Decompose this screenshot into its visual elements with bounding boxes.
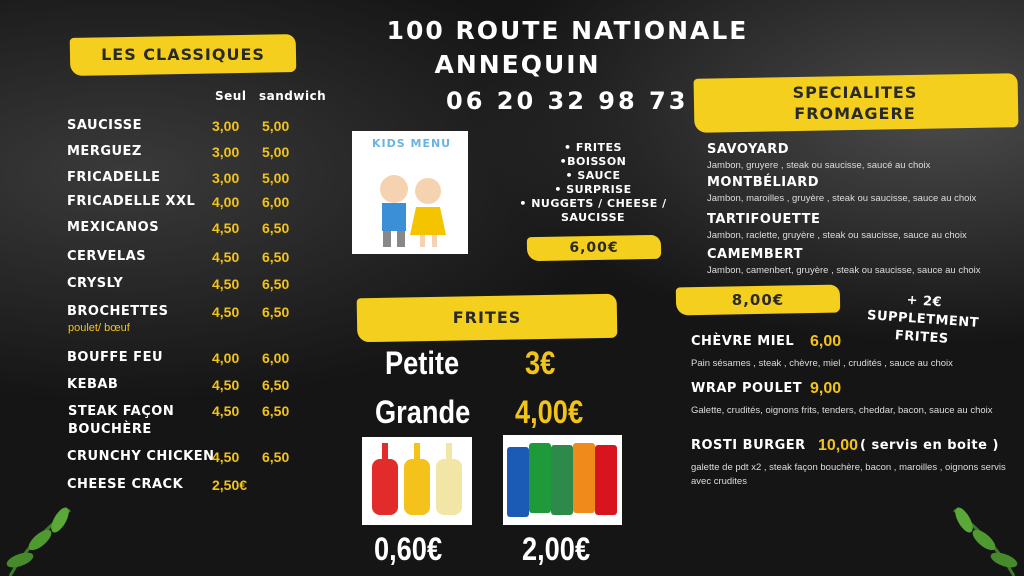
item-price: 4,50 xyxy=(212,304,240,320)
item-price: 3,00 xyxy=(212,144,240,160)
item-price: 10,00 xyxy=(818,437,859,454)
item-name: SAVOYARD xyxy=(707,142,789,157)
item-price: 4,50 xyxy=(212,403,240,419)
item-price: 6,00 xyxy=(262,350,290,366)
item-price: 6,50 xyxy=(262,220,290,236)
item-price: 4,50 xyxy=(212,249,240,265)
item-name: CERVELAS xyxy=(67,249,147,264)
item-name: FRICADELLE xyxy=(67,170,161,185)
item-price: 6,50 xyxy=(262,449,290,465)
item-desc: galette de pdt x2 , steak façon bouchère… xyxy=(691,462,1006,487)
item-desc: Jambon, maroilles , gruyère , steak ou s… xyxy=(707,193,977,204)
kids-item: • FRITES xyxy=(564,141,622,154)
item-price: 6,50 xyxy=(262,403,290,419)
item-desc: Galette, crudités, oignons frits, tender… xyxy=(691,405,993,416)
item-name: CHEESE CRACK xyxy=(67,477,184,492)
item-price: 4,50 xyxy=(212,377,240,393)
phone: 06 20 32 98 73 xyxy=(446,87,689,115)
item-name: MEXICANOS xyxy=(67,220,160,235)
item-price: 2,50€ xyxy=(212,477,248,493)
sauce-price: 0,60€ xyxy=(374,531,443,567)
item-name: BOUFFE FEU xyxy=(67,350,163,365)
kids-image: KIDS MENU xyxy=(352,131,468,254)
item-name: CRYSLY xyxy=(67,276,124,291)
column-header: sandwich xyxy=(259,89,327,103)
sauce-bottles xyxy=(372,443,462,515)
section-title: FRITES xyxy=(452,308,522,327)
image-label: KIDS MENU xyxy=(372,137,452,150)
item-name: TARTIFOUETTE xyxy=(707,212,821,227)
item-note: ( servis en boite ) xyxy=(860,438,999,453)
kids-item: •BOISSON xyxy=(559,155,627,168)
item-price: 5,00 xyxy=(262,144,290,160)
item-name: STEAK FAÇON BOUCHÈRE xyxy=(68,404,175,437)
leaf-decoration xyxy=(6,507,71,576)
item-price: 6,00 xyxy=(810,333,842,350)
item-price: 6,50 xyxy=(262,276,290,292)
kids-item: • SURPRISE xyxy=(554,183,632,196)
item-price: 4,50 xyxy=(212,449,240,465)
kids-item: • NUGGETS / CHEESE / SAUCISSE xyxy=(519,197,667,224)
item-name: MONTBÉLIARD xyxy=(707,175,820,190)
drinks-image xyxy=(503,435,622,525)
frites-price: 4,00€ xyxy=(515,394,584,430)
leaf-decoration xyxy=(953,507,1018,576)
item-note: poulet/ bœuf xyxy=(68,322,130,334)
item-name: WRAP POULET xyxy=(691,381,803,396)
section-title: LES CLASSIQUES xyxy=(101,45,265,64)
item-name: CHÈVRE MIEL xyxy=(691,334,795,349)
frites-price: 3€ xyxy=(525,345,556,381)
item-desc: Jambon, camenbert, gruyère , steak ou sa… xyxy=(707,265,981,276)
item-price: 5,00 xyxy=(262,118,290,134)
item-name: MERGUEZ xyxy=(67,144,142,159)
item-price: 9,00 xyxy=(810,380,842,397)
item-price: 4,00 xyxy=(212,350,240,366)
item-price: 3,00 xyxy=(212,170,240,186)
frites-size: Petite xyxy=(385,345,460,381)
item-price: 3,00 xyxy=(212,118,240,134)
item-price: 4,50 xyxy=(212,220,240,236)
drink-price: 2,00€ xyxy=(522,531,591,567)
sauce-image xyxy=(362,437,472,525)
frites-size: Grande xyxy=(375,394,471,430)
item-name: FRICADELLE XXL xyxy=(67,194,196,209)
item-name: ROSTI BURGER xyxy=(691,438,806,453)
item-price: 6,50 xyxy=(262,377,290,393)
section-title: SPECIALITES FROMAGERE xyxy=(792,83,918,123)
item-name: BROCHETTES xyxy=(67,304,169,319)
specialites-price: 8,00€ xyxy=(731,291,785,309)
address-line: 100 ROUTE NATIONALE xyxy=(386,16,749,45)
address-line: ANNEQUIN xyxy=(434,50,601,79)
drink-cans xyxy=(507,443,617,517)
column-header: Seul xyxy=(215,89,247,103)
item-name: KEBAB xyxy=(67,377,119,392)
item-price: 4,50 xyxy=(212,276,240,292)
item-price: 6,50 xyxy=(262,304,290,320)
kids-illustration xyxy=(380,175,446,247)
item-price: 6,00 xyxy=(262,194,290,210)
item-name: CAMEMBERT xyxy=(707,247,803,262)
item-price: 5,00 xyxy=(262,170,290,186)
kids-item: • SAUCE xyxy=(565,169,621,182)
item-price: 6,50 xyxy=(262,249,290,265)
item-desc: Jambon, raclette, gruyère , steak ou sau… xyxy=(707,230,967,241)
item-desc: Pain sésames , steak , chèvre, miel , cr… xyxy=(691,358,953,369)
item-price: 4,00 xyxy=(212,194,240,210)
item-desc: Jambon, gruyere , steak ou saucisse, sau… xyxy=(707,160,931,171)
item-name: SAUCISSE xyxy=(67,118,142,133)
supplement: + 2€ SUPPLETMENT FRITES xyxy=(866,292,980,347)
kids-price: 6,00€ xyxy=(569,240,619,256)
item-name: CRUNCHY CHICKEN xyxy=(67,449,215,464)
